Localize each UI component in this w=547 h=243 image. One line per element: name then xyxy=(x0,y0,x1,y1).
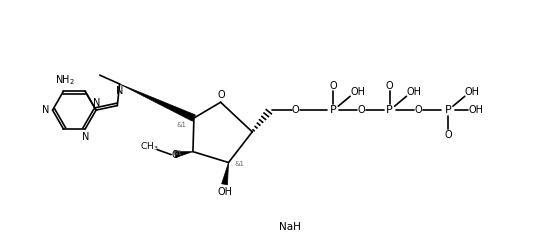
Text: O: O xyxy=(292,105,300,115)
Polygon shape xyxy=(174,152,193,157)
Text: OH: OH xyxy=(217,187,232,197)
Text: OH: OH xyxy=(464,87,479,97)
Text: P: P xyxy=(330,105,337,115)
Text: &1: &1 xyxy=(176,122,186,128)
Text: N: N xyxy=(94,98,101,108)
Text: N: N xyxy=(83,132,90,142)
Text: OH: OH xyxy=(407,87,422,97)
Text: O: O xyxy=(218,90,225,100)
Text: &1: &1 xyxy=(235,161,245,166)
Text: &1: &1 xyxy=(172,150,182,156)
Text: N: N xyxy=(116,86,123,96)
Text: O: O xyxy=(444,130,452,140)
Text: CH$_3$: CH$_3$ xyxy=(140,140,159,153)
Text: OH: OH xyxy=(468,105,483,115)
Text: O: O xyxy=(386,81,393,91)
Text: O: O xyxy=(329,81,337,91)
Polygon shape xyxy=(120,84,195,121)
Text: P: P xyxy=(386,105,393,115)
Text: NH$_2$: NH$_2$ xyxy=(55,74,75,87)
Text: O: O xyxy=(357,105,365,115)
Text: OH: OH xyxy=(351,87,365,97)
Text: O: O xyxy=(415,105,422,115)
Text: N: N xyxy=(42,105,49,115)
Polygon shape xyxy=(222,163,229,185)
Text: O: O xyxy=(171,150,179,160)
Text: NaH: NaH xyxy=(279,222,301,232)
Text: P: P xyxy=(445,105,451,115)
